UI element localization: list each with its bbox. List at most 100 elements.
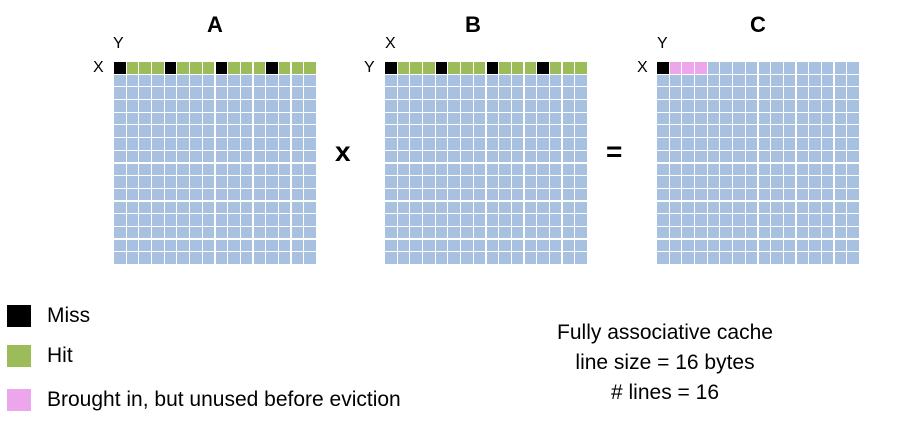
- matrix-c-cell-default: [783, 239, 796, 252]
- matrix-c-cell-default: [682, 239, 694, 252]
- matrix-a-cell-default: [304, 87, 316, 99]
- matrix-a-cell-default: [126, 188, 139, 201]
- matrix-c-cell-default: [657, 239, 669, 252]
- matrix-b-cell-default: [537, 252, 549, 264]
- matrix-b-cell-default: [448, 176, 460, 188]
- matrix-a-cell-default: [139, 100, 151, 112]
- matrix-b-cell-default: [410, 138, 422, 150]
- matrix-a-cell-default: [114, 138, 126, 150]
- matrix-a-cell-default: [291, 201, 304, 214]
- matrix-c-cell-miss: [657, 62, 669, 74]
- matrix-a-cell-default: [190, 214, 202, 226]
- matrix-c-cell-default: [847, 239, 859, 252]
- matrix-b-cell-default: [410, 100, 422, 112]
- legend-label-miss: Miss: [47, 304, 91, 327]
- matrix-c-cell-default: [783, 176, 796, 188]
- matrix-b-cell-default: [461, 150, 473, 163]
- matrix-c-cell-default: [758, 176, 770, 188]
- matrix-b-cell-default: [562, 188, 575, 201]
- matrix-a-cell-default: [177, 214, 189, 226]
- matrix-c-cell-default: [657, 163, 669, 175]
- matrix-c-cell-default: [707, 74, 720, 87]
- matrix-a-cell-default: [228, 252, 240, 264]
- matrix-b-cell-default: [385, 226, 397, 239]
- matrix-b-cell-default: [423, 176, 435, 188]
- matrix-a-cell-default: [114, 100, 126, 112]
- matrix-b-cell-default: [511, 188, 524, 201]
- matrix-c-cell-default: [733, 163, 745, 175]
- matrix-c-cell-default: [733, 226, 745, 239]
- matrix-c-cell-default: [783, 62, 796, 74]
- matrix-c-cell-default: [707, 163, 720, 175]
- matrix-b-cell-default: [524, 188, 537, 201]
- matrix-b-cell-default: [486, 87, 498, 99]
- matrix-a-cell-default: [278, 214, 291, 226]
- matrix-b-cell-default: [499, 74, 511, 87]
- matrix-a-cell-default: [278, 87, 291, 99]
- matrix-a-cell-default: [126, 125, 139, 137]
- matrix-c-cell-default: [821, 150, 834, 163]
- matrix-c-cell-default: [809, 214, 821, 226]
- matrix-a-cell-hit: [228, 62, 240, 74]
- matrix-a-cell-default: [190, 188, 202, 201]
- matrix-b-cell-default: [423, 100, 435, 112]
- matrix-c-cell-default: [796, 188, 809, 201]
- matrix-b-cell-default: [486, 74, 498, 87]
- matrix-c-cell-default: [847, 201, 859, 214]
- matrix-b-cell-default: [511, 239, 524, 252]
- matrix-c-cell-default: [682, 188, 694, 201]
- matrix-b-cell-default: [448, 125, 460, 137]
- matrix-a-cell-default: [152, 252, 164, 264]
- matrix-c-cell-default: [657, 125, 669, 137]
- matrix-c-cell-default: [669, 214, 682, 226]
- matrix-b-cell-default: [448, 87, 460, 99]
- matrix-a-cell-default: [164, 252, 177, 264]
- matrix-c-cell-default: [657, 176, 669, 188]
- matrix-a-cell-default: [139, 176, 151, 188]
- matrix-a-cell-default: [114, 74, 126, 87]
- matrix-a-cell-miss: [164, 62, 177, 74]
- matrix-b-cell-default: [499, 239, 511, 252]
- matrix-a-cell-default: [228, 100, 240, 112]
- matrix-c-cell-default: [745, 239, 758, 252]
- matrix-b-cell-default: [385, 201, 397, 214]
- matrix-a-cell-default: [114, 150, 126, 163]
- matrix-a-cell-default: [266, 74, 278, 87]
- legend-item-miss: Miss: [7, 304, 90, 328]
- matrix-a-cell-default: [304, 125, 316, 137]
- matrix-a-cell-default: [278, 239, 291, 252]
- matrix-a-cell-default: [304, 100, 316, 112]
- matrix-c-cell-default: [695, 138, 707, 150]
- matrix-c-cell-default: [745, 100, 758, 112]
- matrix-b-cell-default: [524, 74, 537, 87]
- matrix-b-cell-default: [435, 201, 448, 214]
- matrix-b-cell-default: [499, 87, 511, 99]
- matrix-c-cell-default: [796, 74, 809, 87]
- matrix-c-cell-default: [695, 150, 707, 163]
- matrix-b-cell-default: [575, 112, 587, 125]
- matrix-c-cell-default: [809, 239, 821, 252]
- matrix-a-cell-default: [266, 125, 278, 137]
- matrix-a-cell-default: [291, 138, 304, 150]
- matrix-c-cell-default: [669, 188, 682, 201]
- matrix-a-cell-default: [139, 87, 151, 99]
- matrix-c-cell-unused: [682, 62, 694, 74]
- matrix-c-cell-default: [758, 138, 770, 150]
- matrix-c-cell-default: [847, 252, 859, 264]
- matrix-b-cell-default: [524, 150, 537, 163]
- matrix-c-cell-default: [707, 176, 720, 188]
- matrix-b-cell-default: [499, 214, 511, 226]
- matrix-b-cell-default: [562, 239, 575, 252]
- matrix-b-cell-default: [397, 150, 410, 163]
- matrix-c-cell-default: [783, 74, 796, 87]
- matrix-b-cell-hit: [410, 62, 422, 74]
- matrix-c-cell-unused: [695, 62, 707, 74]
- matrix-b-cell-default: [499, 226, 511, 239]
- matrix-c-cell-default: [809, 138, 821, 150]
- matrix-c-cell-default: [771, 62, 783, 74]
- matrix-b-cell-default: [473, 188, 486, 201]
- matrix-a-cell-default: [266, 201, 278, 214]
- matrix-a-cell-default: [291, 239, 304, 252]
- matrix-c-cell-default: [695, 214, 707, 226]
- matrix-b-cell-default: [562, 138, 575, 150]
